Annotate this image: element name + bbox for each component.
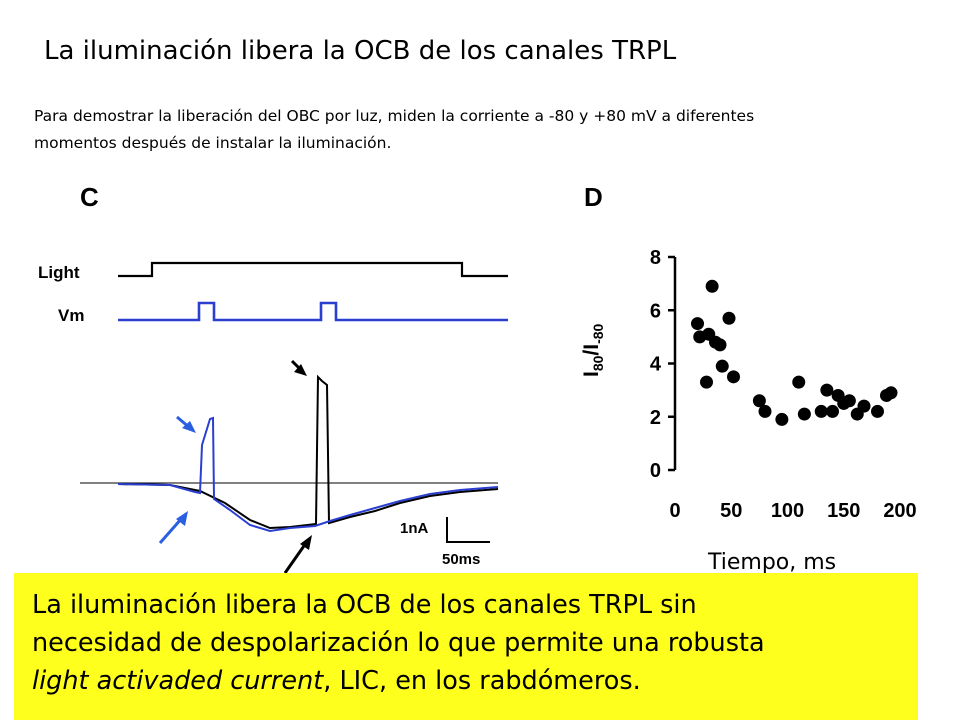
arrow-black-top-head: [294, 364, 307, 376]
data-point: [758, 404, 772, 418]
data-point: [820, 383, 834, 397]
data-point: [713, 338, 727, 352]
chart-ticks: 0 2 4 6 8 0 50 100 150 200: [650, 247, 917, 522]
data-point: [792, 375, 806, 389]
data-point: [700, 375, 713, 389]
scale-bar: [446, 517, 490, 543]
arrow-blue-top-head: [182, 421, 196, 433]
data-point: [884, 386, 898, 400]
vm-trace: [118, 301, 508, 322]
data-point: [826, 404, 839, 418]
data-point: [752, 394, 766, 408]
data-point: [797, 407, 811, 421]
x-tick-label: 0: [669, 500, 680, 522]
arrow-black-bottom-icon: [283, 542, 308, 574]
data-point: [691, 317, 704, 331]
scale-time-label: 50ms: [442, 551, 480, 568]
page-title: La iluminación libera la OCB de los cana…: [44, 36, 677, 66]
current-trace-black: [117, 374, 499, 530]
scale-current-label: 1nA: [400, 520, 429, 537]
y-axis-label: I80/I-80: [580, 323, 606, 377]
callout-line-3-italic: light activaded current: [32, 666, 324, 696]
data-point: [727, 370, 740, 384]
panel-d-letter: D: [584, 182, 603, 212]
x-tick-label: 150: [827, 500, 860, 522]
arrow-blue-bottom-head: [176, 511, 188, 526]
light-trace: [118, 261, 508, 278]
x-tick-label: 100: [771, 500, 804, 522]
y-tick-label: 2: [650, 407, 661, 429]
x-tick-label: 200: [883, 500, 916, 522]
data-point: [715, 359, 729, 373]
arrow-black-bottom-head: [300, 535, 312, 550]
panel-c-letter: C: [80, 182, 99, 212]
arrow-blue-bottom-icon: [158, 517, 184, 544]
panel-c-traces: Light Vm 1nA 50ms: [38, 261, 508, 574]
callout-box: La iluminación libera la OCB de los cana…: [14, 573, 918, 720]
y-tick-label: 6: [650, 300, 661, 322]
vm-label: Vm: [58, 306, 84, 325]
light-label: Light: [38, 263, 80, 282]
data-point: [775, 412, 789, 426]
x-tick-label: 50: [720, 500, 742, 522]
time-axis-label: Tiempo, ms: [706, 550, 845, 575]
data-point: [705, 279, 719, 293]
callout-line-2: necesidad de despolarización lo que perm…: [32, 628, 765, 658]
data-point: [814, 404, 828, 418]
y-tick-label: 4: [650, 354, 662, 376]
data-point: [722, 311, 736, 325]
panel-d-chart: 0 2 4 6 8 0 50 100 150 200 I80/I-80: [580, 247, 917, 522]
callout-text: La iluminación libera la OCB de los cana…: [32, 586, 912, 700]
callout-line-1: La iluminación libera la OCB de los cana…: [32, 590, 697, 620]
y-tick-label: 8: [650, 247, 661, 269]
y-tick-label: 0: [650, 460, 661, 482]
data-point: [871, 404, 884, 418]
page-subtitle: Para demostrar la liberación del OBC por…: [34, 107, 755, 152]
chart-points: [691, 279, 898, 426]
data-point: [842, 394, 856, 408]
data-point: [857, 399, 871, 413]
callout-line-3-rest: , LIC, en los rabdómeros.: [323, 666, 641, 696]
current-trace-blue: [117, 416, 499, 533]
